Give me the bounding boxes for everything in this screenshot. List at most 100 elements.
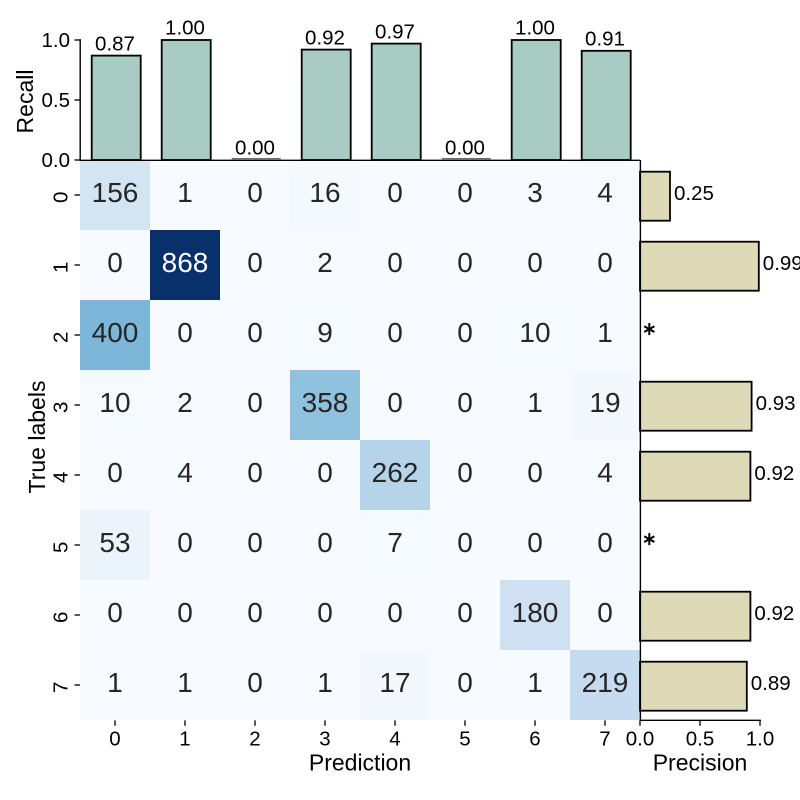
svg-text:0: 0	[457, 527, 473, 558]
svg-text:0: 0	[247, 247, 263, 278]
svg-text:0: 0	[457, 457, 473, 488]
svg-text:0.89: 0.89	[751, 672, 791, 695]
svg-text:10: 10	[519, 317, 550, 348]
svg-text:0: 0	[597, 247, 613, 278]
svg-text:0.0: 0.0	[626, 727, 655, 750]
svg-text:262: 262	[372, 457, 419, 488]
svg-text:0: 0	[317, 527, 333, 558]
svg-text:4: 4	[597, 177, 613, 208]
svg-text:0: 0	[247, 597, 263, 628]
svg-text:0: 0	[527, 457, 543, 488]
svg-text:868: 868	[162, 247, 209, 278]
svg-text:0: 0	[387, 247, 403, 278]
svg-text:2: 2	[249, 727, 260, 750]
svg-text:0: 0	[387, 177, 403, 208]
svg-text:53: 53	[99, 527, 130, 558]
svg-text:0.92: 0.92	[754, 462, 794, 485]
svg-text:0.5: 0.5	[686, 727, 715, 750]
svg-text:0.93: 0.93	[756, 392, 796, 415]
svg-text:1: 1	[597, 317, 613, 348]
svg-text:0: 0	[177, 527, 193, 558]
svg-text:1.00: 1.00	[515, 17, 555, 40]
svg-text:0: 0	[107, 247, 123, 278]
svg-text:0: 0	[247, 177, 263, 208]
svg-text:0: 0	[527, 247, 543, 278]
svg-text:0.00: 0.00	[235, 137, 275, 160]
svg-text:0.00: 0.00	[445, 137, 485, 160]
svg-text:7: 7	[599, 727, 610, 750]
svg-text:0: 0	[527, 527, 543, 558]
svg-text:10: 10	[99, 387, 130, 418]
svg-text:4: 4	[177, 457, 193, 488]
svg-text:Precision: Precision	[653, 749, 748, 775]
svg-text:1: 1	[179, 727, 190, 750]
svg-text:1: 1	[527, 387, 543, 418]
svg-text:0.97: 0.97	[375, 20, 415, 43]
svg-text:19: 19	[589, 387, 620, 418]
svg-text:0: 0	[457, 317, 473, 348]
svg-text:4: 4	[389, 727, 400, 750]
svg-text:400: 400	[92, 317, 139, 348]
svg-text:0.99: 0.99	[763, 252, 800, 275]
svg-text:0: 0	[317, 597, 333, 628]
svg-text:5: 5	[459, 727, 470, 750]
svg-text:0: 0	[597, 597, 613, 628]
svg-text:3: 3	[319, 727, 330, 750]
svg-text:1: 1	[177, 177, 193, 208]
svg-text:0: 0	[317, 457, 333, 488]
svg-text:0: 0	[387, 597, 403, 628]
svg-text:1: 1	[317, 667, 333, 698]
svg-text:0: 0	[457, 597, 473, 628]
svg-text:0: 0	[107, 597, 123, 628]
svg-text:219: 219	[582, 667, 629, 698]
svg-text:0: 0	[387, 317, 403, 348]
svg-text:0.5: 0.5	[42, 89, 71, 112]
svg-text:6: 6	[529, 727, 540, 750]
svg-text:4: 4	[50, 472, 73, 483]
svg-text:1.00: 1.00	[165, 17, 205, 40]
svg-text:5: 5	[50, 542, 73, 553]
svg-text:16: 16	[309, 177, 340, 208]
svg-text:3: 3	[527, 177, 543, 208]
svg-text:156: 156	[92, 177, 139, 208]
svg-text:Recall: Recall	[12, 70, 38, 134]
svg-text:6: 6	[50, 612, 73, 623]
svg-text:0: 0	[109, 727, 120, 750]
svg-text:1: 1	[527, 667, 543, 698]
svg-text:0: 0	[177, 317, 193, 348]
svg-text:0: 0	[457, 387, 473, 418]
svg-text:Prediction: Prediction	[309, 749, 411, 775]
svg-text:1: 1	[107, 667, 123, 698]
svg-text:0: 0	[247, 457, 263, 488]
svg-text:0: 0	[247, 387, 263, 418]
svg-text:0.0: 0.0	[42, 149, 71, 172]
svg-text:0.92: 0.92	[754, 602, 794, 625]
svg-text:0: 0	[457, 667, 473, 698]
svg-text:2: 2	[317, 247, 333, 278]
svg-text:0.91: 0.91	[585, 28, 625, 51]
svg-text:0.92: 0.92	[305, 26, 345, 49]
svg-text:17: 17	[379, 667, 410, 698]
svg-text:9: 9	[317, 317, 333, 348]
svg-text:180: 180	[512, 597, 559, 628]
svg-text:0: 0	[457, 247, 473, 278]
svg-text:7: 7	[50, 682, 73, 693]
svg-text:1: 1	[50, 262, 73, 273]
svg-text:7: 7	[387, 527, 403, 558]
svg-text:3: 3	[50, 402, 73, 413]
svg-text:0: 0	[387, 387, 403, 418]
svg-text:1.0: 1.0	[42, 29, 71, 52]
svg-text:2: 2	[177, 387, 193, 418]
svg-text:2: 2	[50, 332, 73, 343]
svg-text:4: 4	[597, 457, 613, 488]
svg-text:358: 358	[302, 387, 349, 418]
svg-text:0.25: 0.25	[674, 182, 714, 205]
svg-text:0: 0	[457, 177, 473, 208]
svg-text:1.0: 1.0	[746, 727, 775, 750]
svg-text:0: 0	[50, 192, 73, 203]
svg-text:1: 1	[177, 667, 193, 698]
svg-text:0: 0	[247, 667, 263, 698]
svg-text:0.87: 0.87	[95, 32, 135, 55]
svg-text:0: 0	[107, 457, 123, 488]
svg-text:0: 0	[597, 527, 613, 558]
